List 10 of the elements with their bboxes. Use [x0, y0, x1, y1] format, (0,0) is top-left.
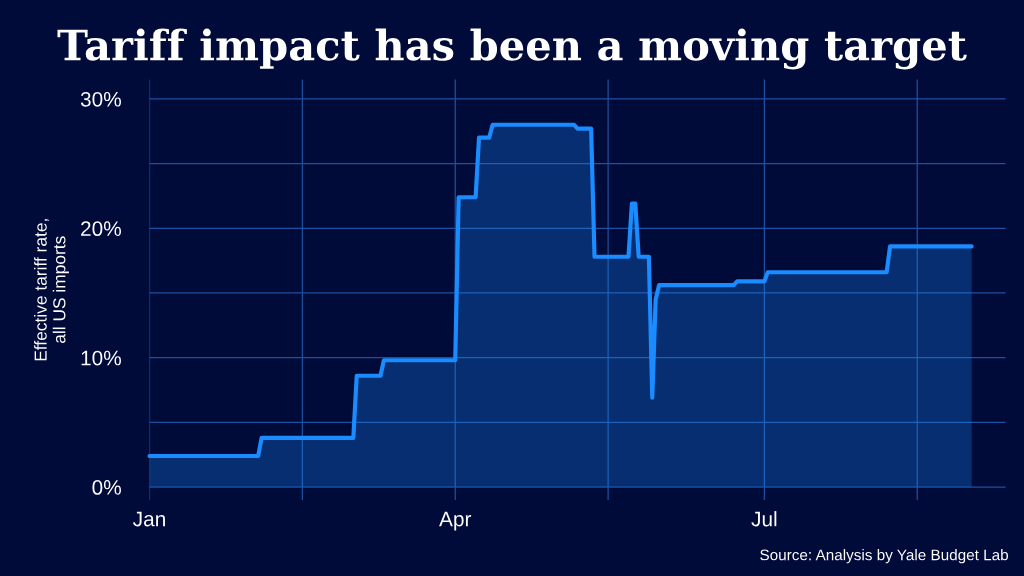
- y-tick-label: 10%: [81, 350, 121, 366]
- y-axis-title: Effective tariff rate, all US imports: [34, 219, 69, 361]
- x-tick-label: Apr: [439, 511, 472, 531]
- x-tick-label: Jul: [751, 511, 777, 527]
- y-tick-label: 0%: [92, 480, 121, 495]
- y-tick-label: 20%: [81, 221, 121, 237]
- source-note: Source: Analysis by Yale Budget Lab: [760, 549, 1009, 564]
- chart-title: Tariff impact has been a moving target: [57, 28, 967, 70]
- x-tick-label: Jan: [133, 511, 165, 527]
- y-tick-label: 30%: [80, 91, 121, 107]
